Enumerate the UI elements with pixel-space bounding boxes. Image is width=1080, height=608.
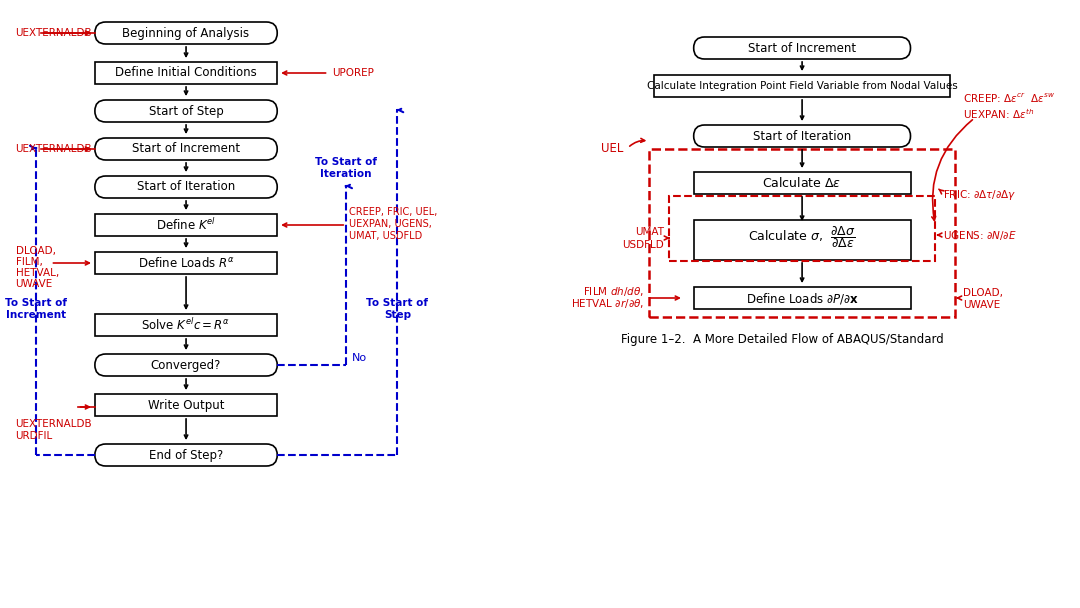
Text: UEXPAN, UGENS,: UEXPAN, UGENS, xyxy=(349,219,432,229)
Bar xyxy=(95,214,278,236)
FancyBboxPatch shape xyxy=(95,138,278,160)
FancyBboxPatch shape xyxy=(693,125,910,147)
Text: To Start of: To Start of xyxy=(315,157,377,167)
Text: Iteration: Iteration xyxy=(321,169,372,179)
Text: UEL: UEL xyxy=(600,142,623,154)
Text: Solve $K^{el}c = R^{\alpha}$: Solve $K^{el}c = R^{\alpha}$ xyxy=(141,317,231,333)
Text: Increment: Increment xyxy=(5,310,66,320)
FancyBboxPatch shape xyxy=(95,100,278,122)
Text: Start of Step: Start of Step xyxy=(149,105,224,117)
Text: CREEP, FRIC, UEL,: CREEP, FRIC, UEL, xyxy=(349,207,437,217)
Text: HETVAL,: HETVAL, xyxy=(15,268,58,278)
Text: No: No xyxy=(352,353,367,363)
Text: UEXPAN: $\Delta\varepsilon^{th}$: UEXPAN: $\Delta\varepsilon^{th}$ xyxy=(962,107,1034,121)
Bar xyxy=(669,196,935,261)
Text: DLOAD,: DLOAD, xyxy=(962,288,1002,298)
Text: To Start of: To Start of xyxy=(4,298,67,308)
Bar xyxy=(693,172,910,194)
Bar xyxy=(649,149,955,317)
Text: To Start of: To Start of xyxy=(366,298,429,308)
Text: UWAVE: UWAVE xyxy=(962,300,1000,310)
FancyBboxPatch shape xyxy=(95,176,278,198)
FancyBboxPatch shape xyxy=(693,37,910,59)
Text: Start of Iteration: Start of Iteration xyxy=(753,130,851,142)
Text: USDFLD: USDFLD xyxy=(622,240,664,250)
FancyBboxPatch shape xyxy=(95,444,278,466)
Text: Write Output: Write Output xyxy=(148,398,225,412)
Text: UEXTERNALDB: UEXTERNALDB xyxy=(15,28,92,38)
Text: Define Loads $R^{\alpha}$: Define Loads $R^{\alpha}$ xyxy=(138,256,234,270)
Bar xyxy=(693,287,910,309)
Bar xyxy=(654,75,950,97)
Bar xyxy=(693,220,910,260)
Text: Converged?: Converged? xyxy=(151,359,221,371)
Text: End of Step?: End of Step? xyxy=(149,449,224,461)
Text: Define $K^{el}$: Define $K^{el}$ xyxy=(157,217,216,233)
Text: Calculate Integration Point Field Variable from Nodal Values: Calculate Integration Point Field Variab… xyxy=(647,81,958,91)
Text: DLOAD,: DLOAD, xyxy=(15,246,55,256)
Text: Define Initial Conditions: Define Initial Conditions xyxy=(116,66,257,80)
Text: CREEP: $\Delta\varepsilon^{cr}$  $\Delta\varepsilon^{sw}$: CREEP: $\Delta\varepsilon^{cr}$ $\Delta\… xyxy=(962,91,1055,105)
Bar xyxy=(95,314,278,336)
Text: HETVAL $\partial r/\partial\theta$,: HETVAL $\partial r/\partial\theta$, xyxy=(571,297,645,311)
Text: Beginning of Analysis: Beginning of Analysis xyxy=(122,27,249,40)
Text: FRIC: $\partial\Delta\tau/\partial\Delta\gamma$: FRIC: $\partial\Delta\tau/\partial\Delta… xyxy=(943,188,1016,202)
FancyBboxPatch shape xyxy=(95,354,278,376)
Bar xyxy=(95,252,278,274)
Text: Step: Step xyxy=(383,310,411,320)
Text: Calculate $\Delta\varepsilon$: Calculate $\Delta\varepsilon$ xyxy=(762,176,841,190)
Text: Start of Iteration: Start of Iteration xyxy=(137,181,235,193)
Text: Define Loads $\partial P/\partial\mathbf{x}$: Define Loads $\partial P/\partial\mathbf… xyxy=(745,291,859,305)
Text: UGENS: $\partial N/\partial E$: UGENS: $\partial N/\partial E$ xyxy=(943,229,1016,241)
Bar xyxy=(95,394,278,416)
Text: UEXTERNALDB: UEXTERNALDB xyxy=(15,419,92,429)
FancyBboxPatch shape xyxy=(95,22,278,44)
Text: FILM $dh/d\theta$,: FILM $dh/d\theta$, xyxy=(583,285,645,297)
Text: Start of Increment: Start of Increment xyxy=(748,41,856,55)
Text: URDFIL: URDFIL xyxy=(15,431,53,441)
Bar xyxy=(95,62,278,84)
Text: UEXTERNALDB: UEXTERNALDB xyxy=(15,144,92,154)
Text: UMAT: UMAT xyxy=(635,227,664,237)
Text: Figure 1–2.  A More Detailed Flow of ABAQUS/Standard: Figure 1–2. A More Detailed Flow of ABAQ… xyxy=(621,334,944,347)
Text: UMAT, USDFLD: UMAT, USDFLD xyxy=(349,231,422,241)
Text: UWAVE: UWAVE xyxy=(15,279,53,289)
Text: UPOREP: UPOREP xyxy=(333,68,375,78)
Text: Start of Increment: Start of Increment xyxy=(132,142,240,156)
Text: Calculate $\sigma$,  $\dfrac{\partial\Delta\sigma}{\partial\Delta\varepsilon}$: Calculate $\sigma$, $\dfrac{\partial\Del… xyxy=(748,224,855,250)
Text: FILM,: FILM, xyxy=(15,257,42,267)
